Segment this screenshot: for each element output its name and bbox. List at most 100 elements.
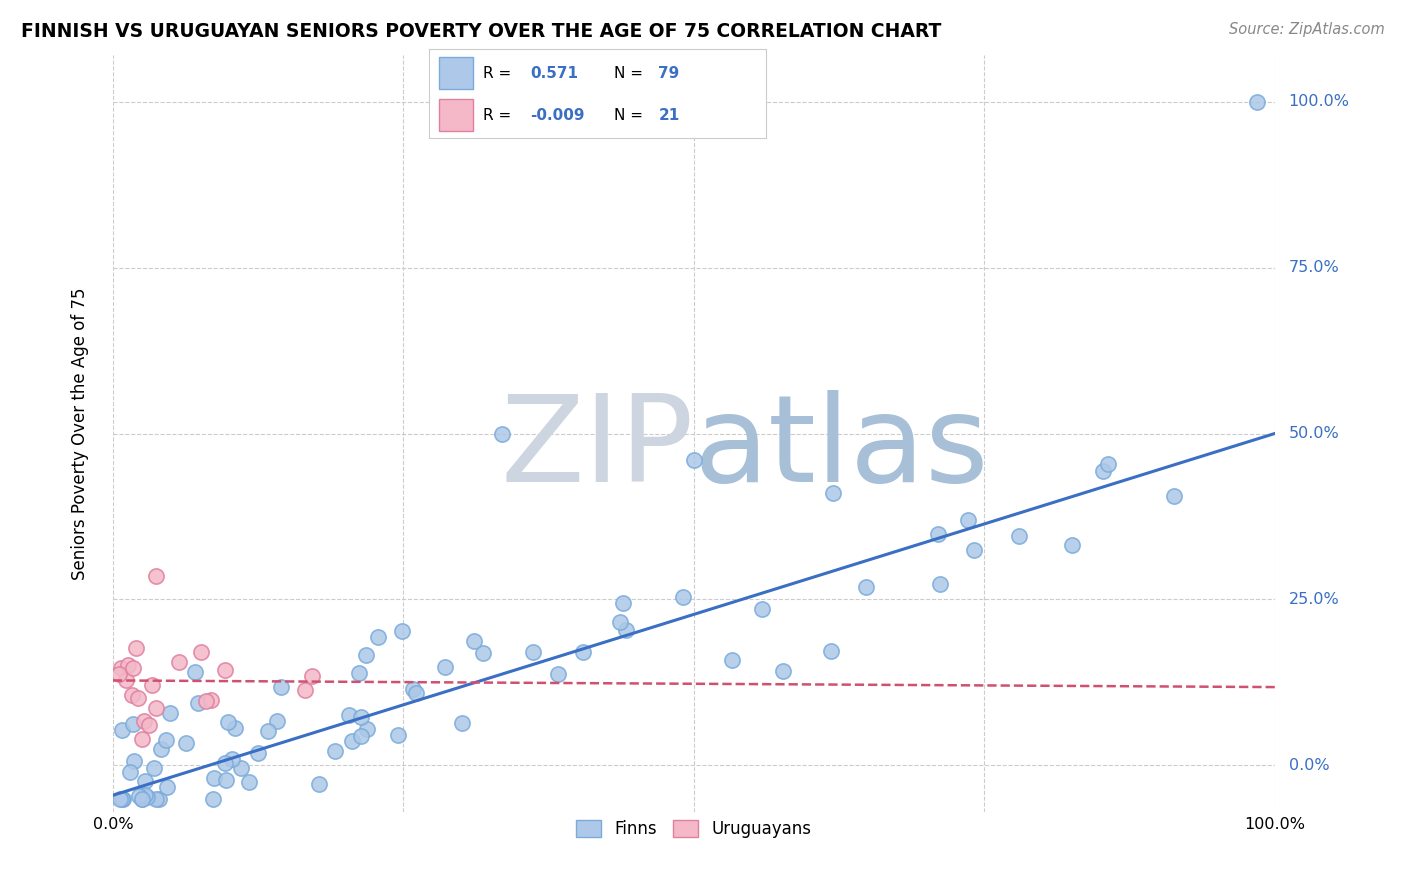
Point — [471, 646, 494, 660]
Point — [957, 513, 980, 527]
Point — [125, 641, 148, 656]
Point — [337, 708, 360, 723]
Text: N =: N = — [614, 66, 648, 80]
Point — [308, 777, 330, 791]
Point — [134, 788, 156, 802]
Point — [200, 693, 222, 707]
Point — [108, 667, 131, 681]
Point — [127, 690, 149, 705]
Point — [149, 741, 172, 756]
Point — [387, 727, 409, 741]
Point — [184, 665, 207, 680]
Point — [294, 682, 316, 697]
Point — [323, 743, 346, 757]
Point — [356, 722, 378, 736]
FancyBboxPatch shape — [439, 57, 472, 89]
Point — [350, 710, 373, 724]
Point — [156, 780, 179, 794]
Point — [215, 773, 238, 788]
Point — [190, 645, 212, 659]
Point — [772, 664, 794, 678]
Point — [672, 590, 695, 604]
Point — [927, 527, 949, 541]
Point — [121, 661, 143, 675]
Point — [145, 569, 167, 583]
Point — [682, 453, 704, 467]
Legend: Finns, Uruguayans: Finns, Uruguayans — [569, 814, 818, 845]
Point — [202, 772, 225, 786]
Point — [221, 752, 243, 766]
Point — [450, 716, 472, 731]
Point — [391, 624, 413, 639]
Point — [1246, 95, 1268, 109]
Point — [131, 731, 153, 746]
Point — [195, 693, 218, 707]
Point — [1008, 529, 1031, 543]
Point — [855, 581, 877, 595]
Point — [115, 673, 138, 687]
Point — [128, 789, 150, 803]
Point — [572, 645, 595, 659]
Point — [224, 722, 246, 736]
Point — [1097, 457, 1119, 471]
Point — [187, 696, 209, 710]
Point — [301, 668, 323, 682]
Text: 50.0%: 50.0% — [1289, 426, 1340, 441]
Point — [820, 644, 842, 658]
Point — [214, 756, 236, 770]
Point — [963, 542, 986, 557]
Text: 21: 21 — [658, 108, 679, 122]
Point — [350, 730, 373, 744]
Text: R =: R = — [482, 108, 516, 122]
Text: FINNISH VS URUGUAYAN SENIORS POVERTY OVER THE AGE OF 75 CORRELATION CHART: FINNISH VS URUGUAYAN SENIORS POVERTY OVE… — [21, 22, 942, 41]
Text: 25.0%: 25.0% — [1289, 592, 1340, 607]
Text: 79: 79 — [658, 66, 679, 80]
Point — [148, 791, 170, 805]
Point — [111, 791, 134, 805]
Text: ZIP: ZIP — [501, 390, 693, 508]
Point — [217, 714, 239, 729]
Point — [169, 655, 191, 669]
Point — [547, 666, 569, 681]
Point — [367, 630, 389, 644]
Point — [111, 791, 134, 805]
Text: 0.0%: 0.0% — [1289, 758, 1329, 772]
Point — [134, 714, 156, 729]
Point — [131, 791, 153, 805]
Point — [229, 761, 252, 775]
Point — [118, 765, 141, 780]
Point — [111, 723, 134, 738]
Point — [751, 601, 773, 615]
Point — [108, 791, 131, 805]
Point — [823, 486, 845, 500]
Point — [155, 733, 177, 747]
Point — [929, 577, 952, 591]
Point — [463, 634, 485, 648]
Point — [176, 736, 198, 750]
Point — [270, 680, 292, 694]
Point — [141, 678, 163, 692]
Point — [121, 689, 143, 703]
Point — [131, 791, 153, 805]
Point — [609, 615, 631, 629]
Point — [134, 773, 156, 788]
Point — [434, 660, 457, 674]
Text: 0.571: 0.571 — [530, 66, 578, 80]
Point — [121, 717, 143, 731]
Point — [145, 791, 167, 805]
Point — [143, 761, 166, 775]
Point — [1091, 464, 1114, 478]
FancyBboxPatch shape — [439, 99, 472, 131]
Point — [117, 657, 139, 672]
Point — [340, 733, 363, 747]
Text: N =: N = — [614, 108, 648, 122]
Point — [122, 754, 145, 768]
Point — [354, 648, 377, 662]
Point — [491, 426, 513, 441]
Text: 75.0%: 75.0% — [1289, 260, 1340, 275]
Point — [1062, 538, 1084, 552]
Point — [214, 663, 236, 677]
Point — [238, 775, 260, 789]
Y-axis label: Seniors Poverty Over the Age of 75: Seniors Poverty Over the Age of 75 — [72, 287, 89, 580]
Point — [266, 714, 288, 728]
